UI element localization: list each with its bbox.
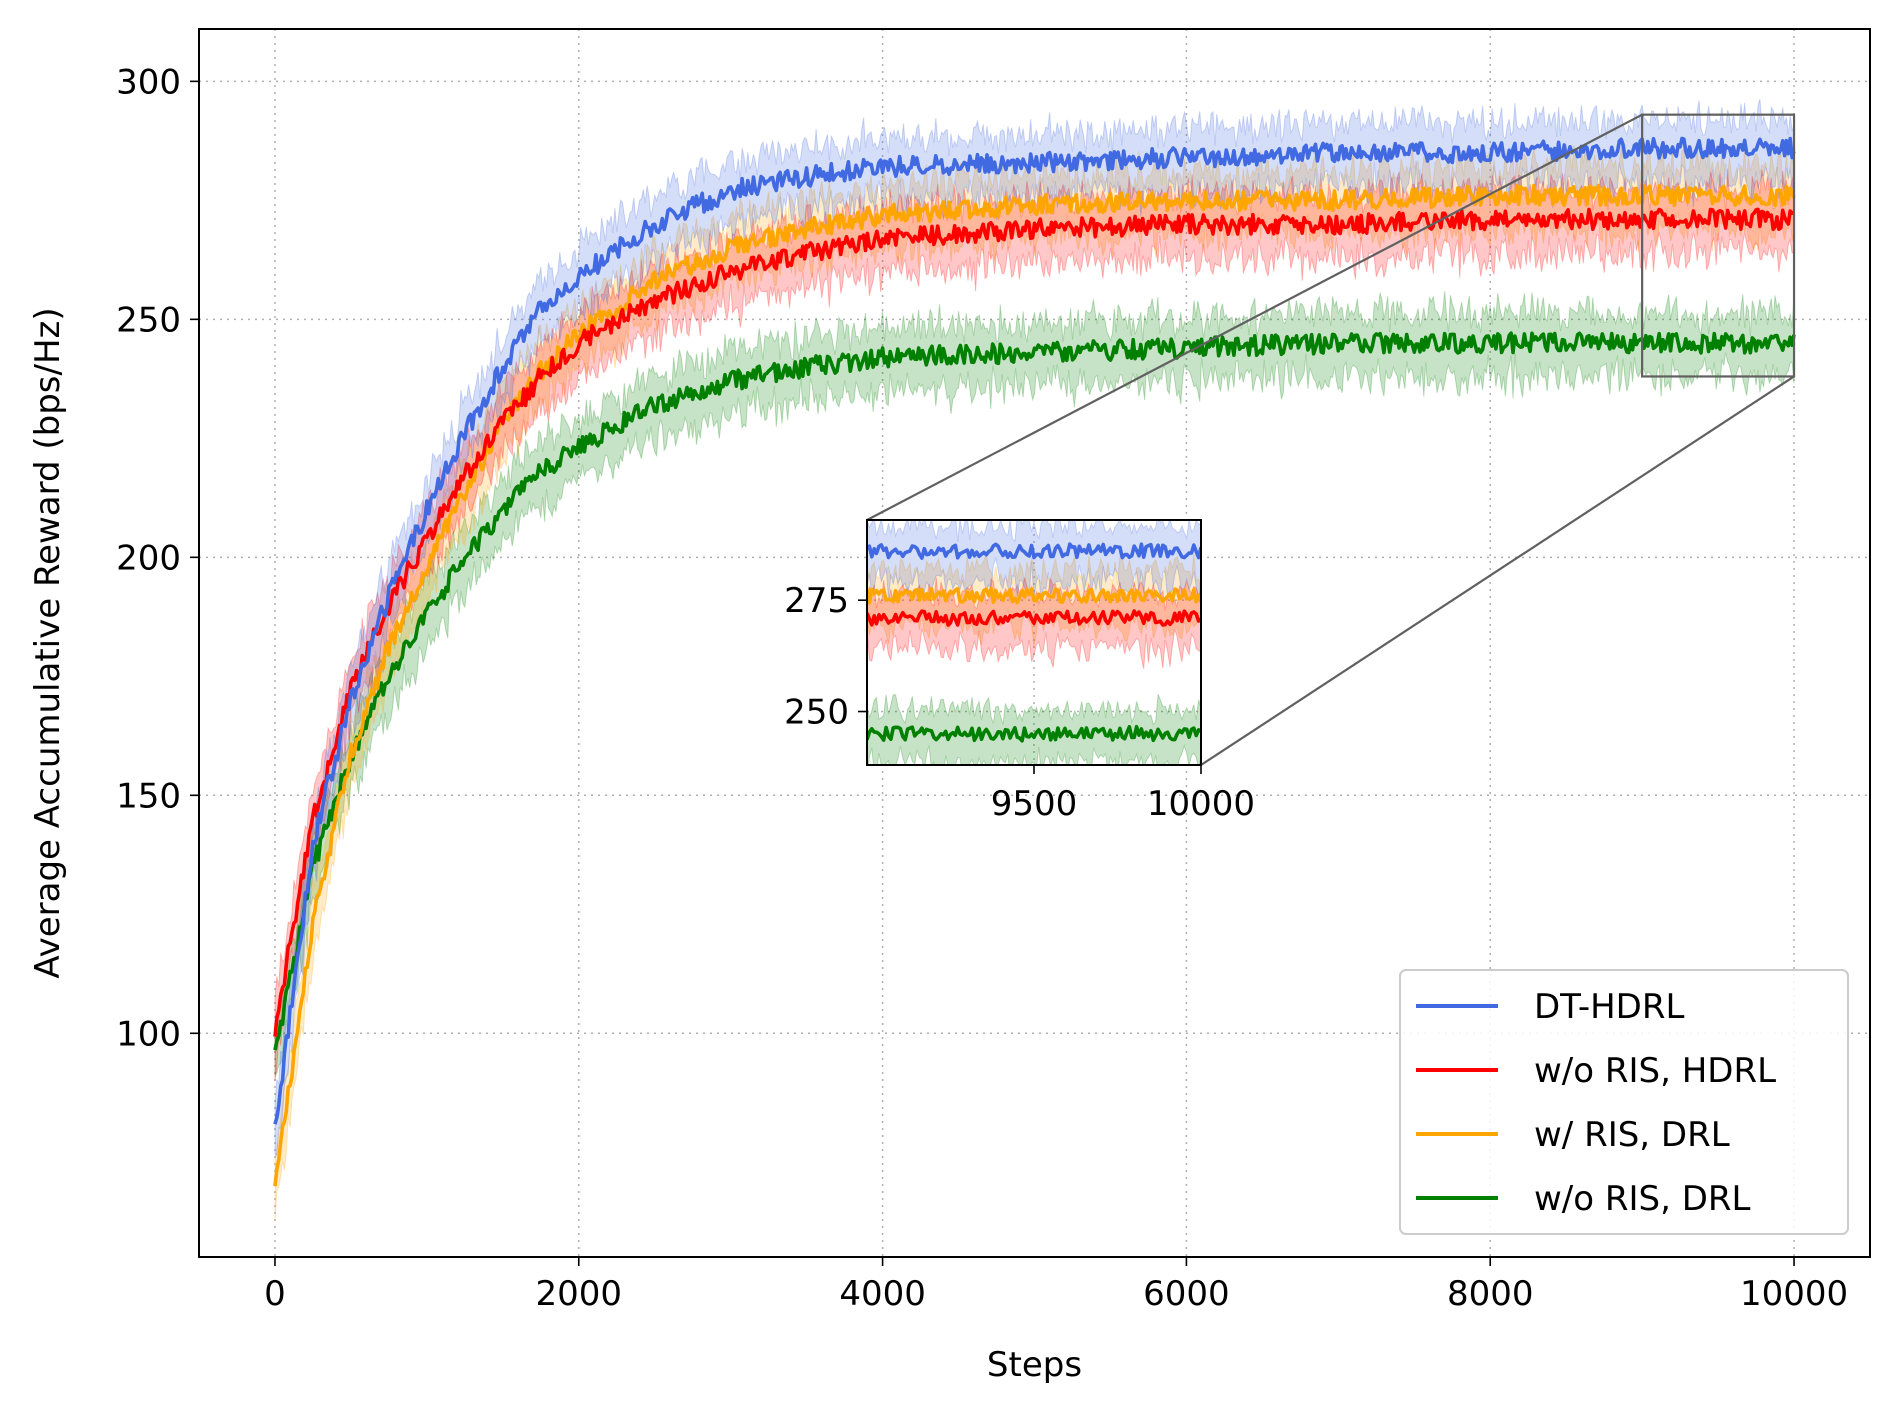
y-tick-label-0: 100 [116, 1014, 181, 1054]
y-tick-label-4: 300 [116, 62, 181, 102]
legend-label-2: w/ RIS, DRL [1534, 1115, 1730, 1155]
legend-label-1: w/o RIS, HDRL [1534, 1051, 1776, 1091]
y-tick-label-3: 250 [116, 300, 181, 340]
inset-x-tick-label-0: 9500 [991, 784, 1078, 824]
y-axis-label: Average Accumulative Reward (bps/Hz) [28, 307, 68, 978]
x-tick-label-3: 6000 [1143, 1274, 1230, 1314]
y-tick-label-2: 200 [116, 538, 181, 578]
series-line-2 [273, 183, 1796, 1187]
series-lines [273, 136, 1796, 1187]
legend-label-0: DT-HDRL [1534, 987, 1684, 1027]
inset-series-line-2 [867, 587, 1201, 605]
series-band-3 [274, 291, 1795, 1078]
inset-content [867, 520, 1201, 765]
inset-y-tick-label-1: 275 [784, 581, 849, 621]
series-line-0 [273, 136, 1796, 1125]
series-line-3 [273, 331, 1796, 1051]
series-line-1 [273, 207, 1795, 1037]
y-tick-label-1: 150 [116, 776, 181, 816]
inset-x-tick-label-1: 10000 [1147, 784, 1255, 824]
x-axis-label: Steps [987, 1345, 1082, 1385]
inset-series-line-3 [867, 724, 1201, 743]
legend-box [1399, 969, 1849, 1235]
zoom-indicator [866, 113, 1796, 766]
inset-series-line-1 [867, 609, 1201, 627]
zoom-region-box [1641, 113, 1796, 378]
legend: DT-HDRL w/o RIS, HDRL w/ RIS, DRL w/o RIS, … [1399, 969, 1849, 1235]
inset-series-band-0 [867, 520, 1201, 601]
inset-plot: 9500 10000 250 275 [784, 519, 1255, 824]
axes: 0 2000 4000 6000 8000 10000 100 150 200 250 300 Ste… [28, 28, 1871, 1385]
zoom-connector-top [866, 113, 1643, 521]
x-tick-label-1: 2000 [536, 1274, 623, 1314]
plot-frame [198, 28, 1871, 1258]
inset-y-tick-label-0: 250 [784, 693, 849, 733]
x-tick-label-5: 10000 [1740, 1274, 1848, 1314]
zoom-connector-bottom [1200, 375, 1795, 766]
inset-series-band-3 [867, 694, 1201, 765]
inset-series-line-0 [867, 542, 1201, 560]
x-tick-label-4: 8000 [1447, 1274, 1534, 1314]
legend-label-3: w/o RIS, DRL [1534, 1179, 1751, 1219]
x-tick-label-2: 4000 [839, 1274, 926, 1314]
x-tick-label-0: 0 [264, 1274, 286, 1314]
